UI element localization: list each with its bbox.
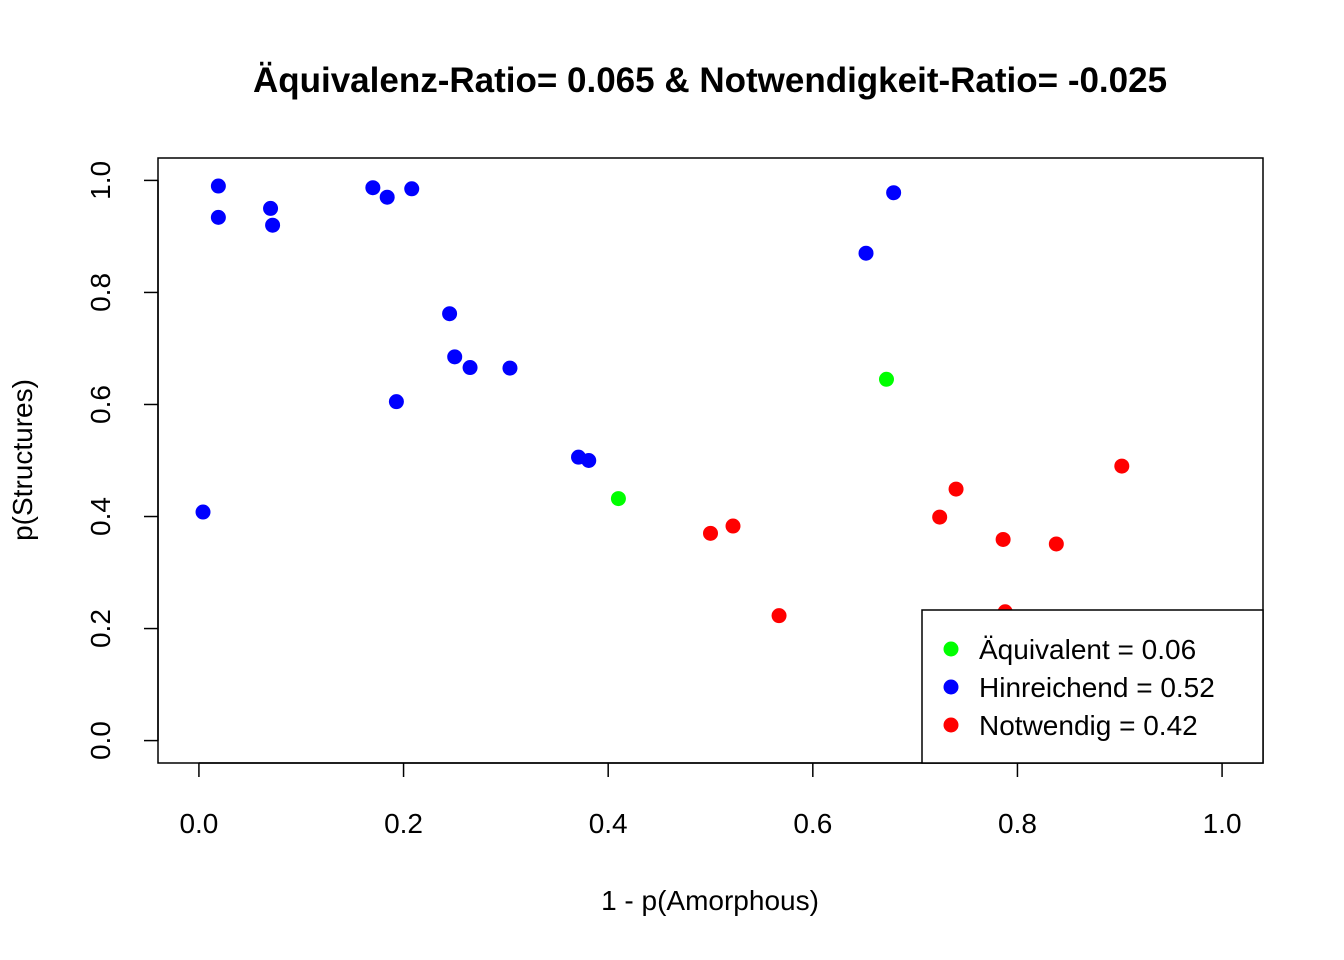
x-tick-label: 1.0 xyxy=(1203,808,1242,839)
y-tick-label: 0.0 xyxy=(85,721,116,760)
y-axis: 0.0 0.2 0.4 0.6 0.8 1.0 xyxy=(85,161,159,760)
data-point xyxy=(379,189,395,205)
data-point xyxy=(365,180,381,196)
data-point xyxy=(610,491,626,507)
data-points xyxy=(195,178,1130,624)
data-point xyxy=(265,217,281,233)
legend-marker xyxy=(943,717,959,733)
legend-marker xyxy=(943,679,959,695)
x-tick-label: 0.6 xyxy=(793,808,832,839)
chart-title: Äquivalenz-Ratio= 0.065 & Notwendigkeit-… xyxy=(253,61,1167,100)
y-tick-label: 0.2 xyxy=(85,609,116,648)
legend: Äquivalent = 0.06 Hinreichend = 0.52 Notwe… xyxy=(921,609,1264,764)
data-point xyxy=(932,509,948,525)
data-point xyxy=(1048,536,1064,552)
data-point xyxy=(886,185,902,201)
x-axis: 0.0 0.2 0.4 0.6 0.8 1.0 xyxy=(179,762,1242,839)
y-axis-label: p(Structures) xyxy=(7,379,38,541)
data-point xyxy=(1114,458,1130,474)
legend-box xyxy=(921,609,1264,764)
data-point xyxy=(195,504,211,520)
x-tick-label: 0.4 xyxy=(589,808,628,839)
legend-label: Äquivalent = 0.06 xyxy=(979,634,1196,665)
data-point xyxy=(878,371,894,387)
y-tick-label: 0.4 xyxy=(85,497,116,536)
data-point xyxy=(502,360,518,376)
data-point xyxy=(210,178,226,194)
data-point xyxy=(725,518,741,534)
y-tick-label: 0.8 xyxy=(85,273,116,312)
data-point xyxy=(263,200,279,216)
legend-marker xyxy=(943,641,959,657)
data-point xyxy=(210,209,226,225)
x-tick-label: 0.8 xyxy=(998,808,1037,839)
data-point xyxy=(858,245,874,261)
y-tick-label: 0.6 xyxy=(85,385,116,424)
y-tick-label: 1.0 xyxy=(85,161,116,200)
data-point xyxy=(581,453,597,468)
data-point xyxy=(442,306,458,322)
data-point xyxy=(388,394,404,410)
data-point xyxy=(404,181,420,197)
data-point xyxy=(771,608,787,624)
legend-label: Notwendig = 0.42 xyxy=(979,710,1198,741)
legend-label: Hinreichend = 0.52 xyxy=(979,672,1215,703)
data-point xyxy=(447,349,463,365)
data-point xyxy=(703,525,718,541)
x-tick-label: 0.2 xyxy=(384,808,423,839)
data-point xyxy=(462,360,478,376)
data-point xyxy=(995,531,1011,547)
x-tick-label: 0.0 xyxy=(179,808,218,839)
x-axis-label: 1 - p(Amorphous) xyxy=(601,885,819,916)
data-point xyxy=(948,481,964,497)
